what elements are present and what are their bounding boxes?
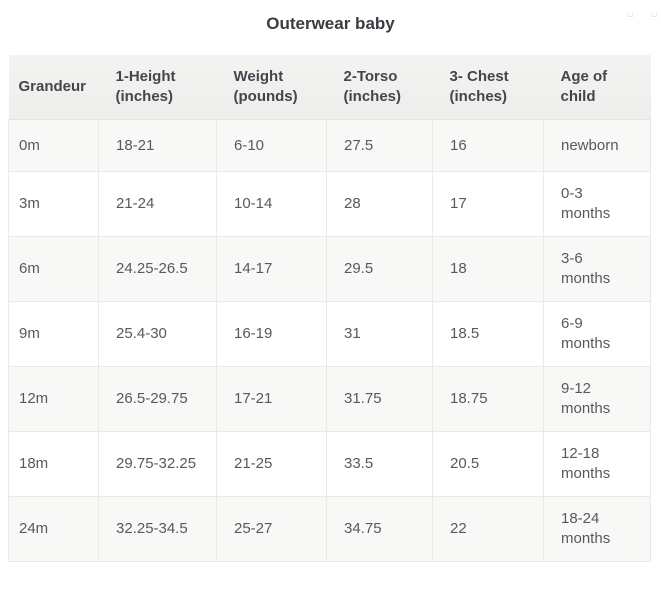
row-label-cell: 6m [8,236,99,302]
table-cell: 25-27 [216,496,327,562]
table-row: 12m 26.5-29.75 17-21 31.75 18.75 9-12 months [8,366,651,432]
table-cell: 14-17 [216,236,327,302]
table-cell: 24.25-26.5 [98,236,217,302]
table-cell: 31.75 [326,366,433,432]
column-header: Weight (pounds) [216,55,327,120]
table-cell: 34.75 [326,496,433,562]
table-cell: 32.25-34.5 [98,496,217,562]
table-cell: 18-21 [98,119,217,172]
table-cell: 3-6 months [543,236,651,302]
table-cell: newborn [543,119,651,172]
row-label-cell: 0m [8,119,99,172]
table-cell: 6-10 [216,119,327,172]
table-cell: 9-12 months [543,366,651,432]
table-cell: 17 [432,171,544,237]
row-label-cell: 12m [8,366,99,432]
table-row: 18m 29.75-32.25 21-25 33.5 20.5 12-18 months [8,431,651,497]
table-cell: 33.5 [326,431,433,497]
column-header: Grandeur [8,55,99,120]
page-title: Outerwear baby [266,14,395,33]
table-cell: 26.5-29.75 [98,366,217,432]
table-row: 24m 32.25-34.5 25-27 34.75 22 18-24 months [8,496,651,562]
table-cell: 20.5 [432,431,544,497]
row-label-cell: 24m [8,496,99,562]
table-row: 0m 18-21 6-10 27.5 16 newborn [8,119,651,172]
size-chart-page: Outerwear baby Grandeur 1-Height (inches)… [0,13,661,562]
table-cell: 18 [432,236,544,302]
table-cell: 27.5 [326,119,433,172]
table-cell: 18-24 months [543,496,651,562]
table-cell: 16-19 [216,301,327,367]
table-body: 0m 18-21 6-10 27.5 16 newborn 3m 21-24 10-14 28 17… [8,119,651,562]
table-cell: 28 [326,171,433,237]
table-cell: 29.5 [326,236,433,302]
table-cell: 25.4-30 [98,301,217,367]
column-header: 3- Chest (inches) [432,55,544,120]
table-row: 3m 21-24 10-14 28 17 0-3 months [8,171,651,237]
column-header: Age of child [543,55,651,120]
table-cell: 16 [432,119,544,172]
table-cell: 0-3 months [543,171,651,237]
row-label-cell: 3m [8,171,99,237]
column-header: 2-Torso (inches) [326,55,433,120]
table-cell: 29.75-32.25 [98,431,217,497]
corner-artifact [627,13,657,17]
table-cell: 31 [326,301,433,367]
row-label-cell: 18m [8,431,99,497]
column-header: 1-Height (inches) [98,55,217,120]
table-cell: 18.75 [432,366,544,432]
table-cell: 21-25 [216,431,327,497]
table-cell: 22 [432,496,544,562]
table-row: 9m 25.4-30 16-19 31 18.5 6-9 months [8,301,651,367]
table-cell: 10-14 [216,171,327,237]
table-cell: 17-21 [216,366,327,432]
table-cell: 18.5 [432,301,544,367]
table-cell: 12-18 months [543,431,651,497]
table-cell: 6-9 months [543,301,651,367]
table-row: 6m 24.25-26.5 14-17 29.5 18 3-6 months [8,236,651,302]
table-cell: 21-24 [98,171,217,237]
header-row: Grandeur 1-Height (inches) Weight (pounds)… [8,55,651,120]
row-label-cell: 9m [8,301,99,367]
size-chart-table: Grandeur 1-Height (inches) Weight (pounds)… [8,55,651,562]
